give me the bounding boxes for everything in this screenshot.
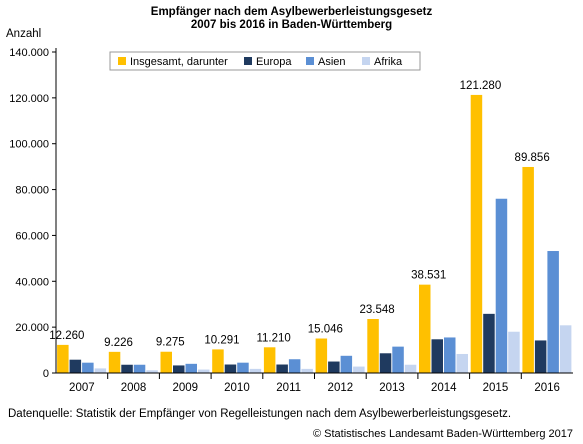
bar-afrika-2012	[353, 366, 365, 373]
bar-europa-2015	[483, 313, 495, 373]
bar-europa-2008	[121, 364, 133, 373]
legend-swatch	[244, 57, 252, 65]
x-tick-label: 2016	[534, 382, 560, 394]
x-tick-label: 2007	[69, 382, 95, 394]
data-label: 12.260	[49, 330, 84, 342]
bar-insgesamt-2015	[470, 94, 483, 373]
bar-asien-2010	[237, 362, 249, 373]
x-tick-label: 2012	[328, 382, 354, 394]
bar-europa-2016	[534, 340, 547, 373]
y-tick-label: 100.000	[9, 139, 49, 151]
legend-swatch	[362, 57, 370, 65]
bar-asien-2012	[340, 355, 353, 373]
data-label: 9.275	[156, 337, 185, 349]
y-tick-label: 80.000	[15, 185, 49, 197]
bar-afrika-2010	[249, 368, 262, 373]
bar-insgesamt-2013	[367, 319, 379, 373]
bar-asien-2007	[82, 362, 94, 373]
bar-insgesamt-2009	[160, 351, 172, 373]
y-tick-label: 140.000	[9, 47, 49, 59]
data-label: 11.210	[256, 332, 290, 344]
bar-asien-2016	[547, 251, 559, 373]
x-tick-label: 2009	[172, 382, 198, 394]
data-label: 38.531	[411, 270, 446, 282]
legend-label: Insgesamt, darunter	[130, 56, 228, 68]
x-tick-label: 2014	[431, 382, 457, 394]
bar-insgesamt-2012	[315, 338, 328, 373]
legend-label: Asien	[318, 56, 346, 68]
bar-europa-2009	[173, 365, 185, 373]
chart-title-line1: Empfänger nach dem Asylbewerberleistungs…	[150, 6, 433, 18]
y-tick-label: 0	[43, 368, 49, 380]
bar-europa-2013	[379, 353, 392, 373]
bar-insgesamt-2008	[108, 351, 121, 373]
y-tick-label: 20.000	[15, 322, 49, 334]
bar-insgesamt-2016	[522, 166, 534, 373]
data-label: 10.291	[204, 334, 239, 346]
bar-insgesamt-2014	[419, 284, 431, 373]
bar-afrika-2013	[404, 364, 417, 373]
bar-europa-2007	[69, 359, 82, 373]
bar-asien-2008	[133, 364, 146, 373]
chart-title-line2: 2007 bis 2016 in Baden-Württemberg	[190, 19, 393, 31]
x-tick-label: 2010	[224, 382, 250, 394]
bar-insgesamt-2007	[57, 344, 69, 373]
bar-asien-2009	[185, 363, 197, 373]
bar-asien-2015	[495, 198, 508, 373]
data-source-note: Datenquelle: Statistik der Empfänger von…	[8, 408, 512, 420]
bar-europa-2012	[328, 361, 340, 373]
legend-box	[109, 51, 421, 71]
bar-europa-2014	[431, 339, 443, 373]
bar-asien-2014	[444, 337, 456, 373]
bar-europa-2011	[276, 364, 288, 373]
data-label: 15.046	[308, 324, 343, 336]
bar-asien-2011	[288, 359, 301, 373]
data-label: 121.280	[460, 80, 502, 92]
y-tick-label: 120.000	[9, 93, 49, 105]
y-axis-label: Anzahl	[6, 28, 41, 40]
bar-afrika-2009	[198, 369, 210, 373]
bar-asien-2013	[392, 346, 404, 373]
bar-afrika-2007	[94, 368, 107, 373]
legend-swatch	[118, 57, 126, 65]
legend-label: Europa	[256, 56, 292, 68]
data-label: 23.548	[359, 304, 394, 316]
bar-afrika-2011	[301, 368, 313, 373]
legend-label: Afrika	[374, 56, 403, 68]
y-tick-label: 40.000	[15, 276, 49, 288]
legend-swatch	[306, 57, 314, 65]
bar-insgesamt-2010	[212, 349, 224, 373]
bar-afrika-2014	[456, 353, 468, 373]
bar-afrika-2016	[559, 325, 572, 373]
y-tick-label: 60.000	[15, 230, 49, 242]
bar-afrika-2008	[146, 370, 158, 373]
x-tick-label: 2013	[379, 382, 405, 394]
data-label: 89.856	[515, 152, 550, 164]
copyright-note: © Statistisches Landesamt Baden-Württemb…	[312, 428, 573, 440]
x-tick-label: 2011	[276, 382, 301, 394]
bar-europa-2010	[224, 364, 237, 373]
data-label: 9.226	[104, 337, 133, 349]
bar-insgesamt-2011	[263, 347, 276, 373]
x-tick-label: 2015	[483, 382, 509, 394]
bar-afrika-2015	[508, 331, 520, 373]
x-tick-label: 2008	[121, 382, 147, 394]
